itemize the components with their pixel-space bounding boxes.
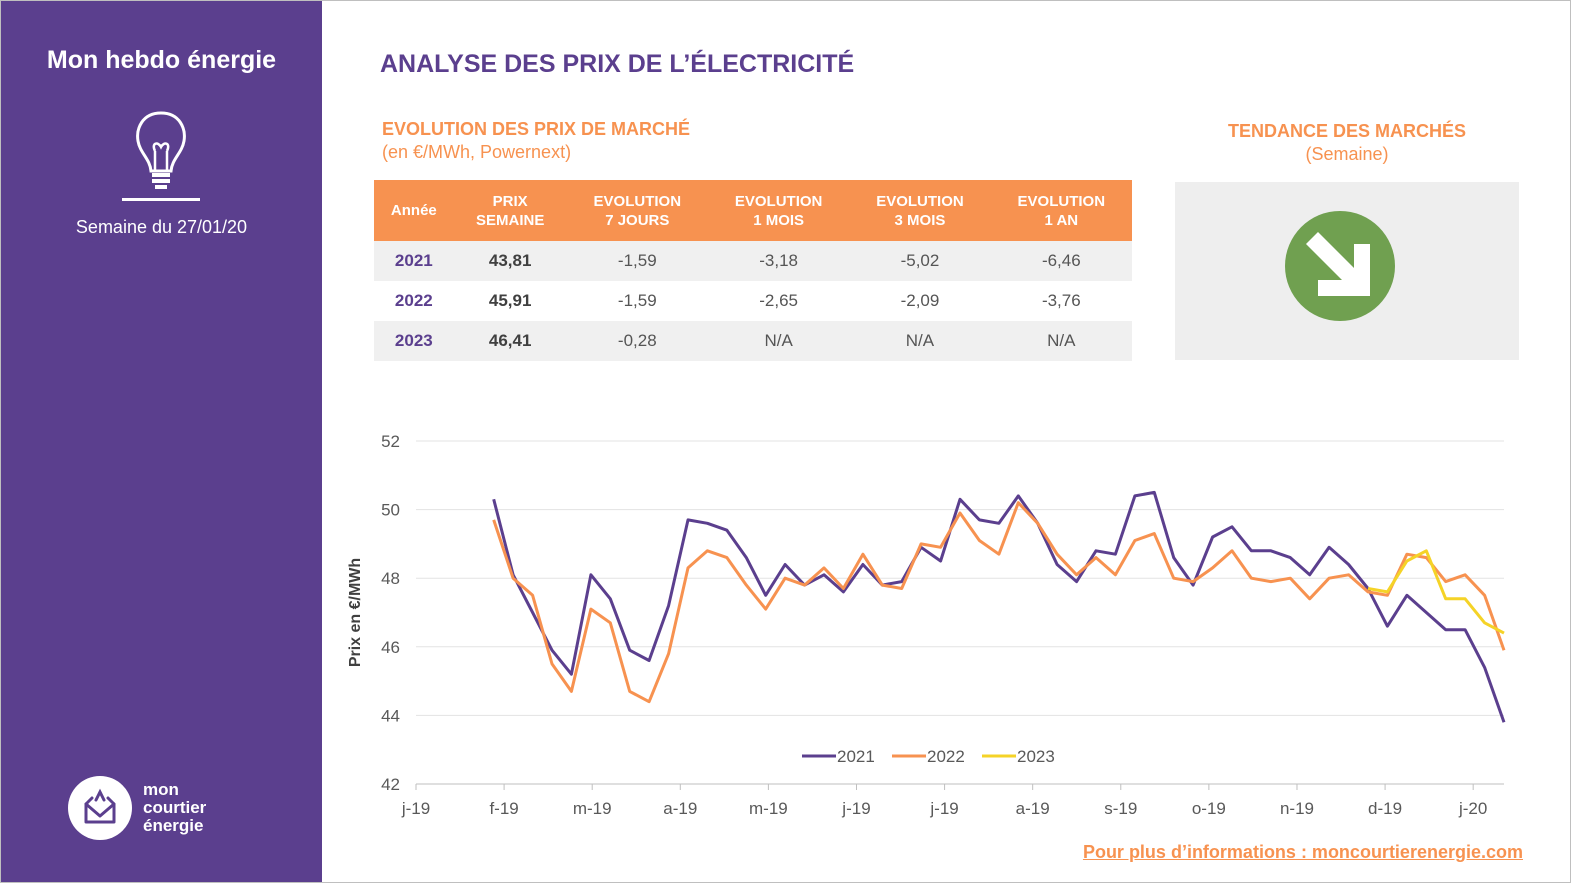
x-tick-label: a-19	[1016, 799, 1050, 818]
cell-evol-1m: -2,65	[759, 291, 798, 310]
trend-note: (Semaine)	[1305, 144, 1389, 164]
logo-text: mon courtier énergie	[143, 781, 206, 835]
x-tick-label: j-19	[929, 799, 958, 818]
cell-evol-7d: -0,28	[566, 321, 708, 361]
cell-evol-3m: -5,02	[849, 241, 991, 281]
y-tick-label: 50	[381, 501, 400, 520]
header-text: EVOLUTION	[876, 192, 964, 210]
series-line-2022	[492, 501, 1506, 704]
price-chart: 42 44 46 48 50 52 j-19 f-19 m-19 a-19 m-19 j-19 j-19…	[347, 432, 1506, 818]
x-tick-label: s-19	[1104, 799, 1137, 818]
header-1y: EVOLUTION 1 AN	[990, 180, 1132, 241]
week-label: Semaine du 27/01/20	[75, 217, 248, 237]
x-tick-label: m-19	[573, 799, 612, 818]
footer-link[interactable]: Pour plus d’informations : moncourtieren…	[1082, 842, 1523, 862]
x-tick-label: j-19	[841, 799, 870, 818]
arrow-down-right-icon	[1285, 211, 1395, 321]
x-tick-label: f-19	[489, 799, 518, 818]
series-line-2023	[1367, 549, 1505, 635]
y-tick-label: 46	[381, 638, 400, 657]
x-tick-label: m-19	[749, 799, 788, 818]
envelope-icon	[84, 788, 116, 824]
page-title: ANALYSE DES PRIX DE L’ÉLECTRICITÉ	[380, 50, 855, 78]
cell-evol-3m: N/A	[849, 321, 991, 361]
cell-evol-1y: N/A	[990, 321, 1132, 361]
legend-label: 2021	[837, 747, 875, 766]
sidebar-title: Mon hebdo énergie	[46, 46, 277, 74]
header-text: Année	[390, 202, 437, 219]
table-row: 2022 45,91 -1,59 -2,65 -2,09 -3,76	[374, 281, 1132, 321]
cell-evol-7d: -1,59	[566, 241, 708, 281]
header-price: PRIX SEMAINE	[453, 180, 567, 241]
cell-year: 2023	[374, 321, 454, 361]
cell-price: 45,91	[488, 291, 532, 310]
x-tick-label: d-19	[1368, 799, 1402, 818]
legend-label: 2023	[1017, 747, 1055, 766]
series-line-2021	[492, 490, 1506, 723]
market-note: (en €/MWh, Powernext)	[382, 142, 572, 162]
header-text: 7 JOURS	[605, 211, 670, 229]
x-tick-label: j-20	[1458, 799, 1487, 818]
logo-line: courtier	[143, 798, 207, 817]
cell-year: 2022	[394, 291, 433, 310]
x-tick-label: j-19	[401, 799, 430, 818]
logo-mark	[68, 776, 132, 840]
header-text: 1 AN	[1044, 211, 1079, 229]
logo-line: mon	[143, 780, 179, 799]
cell-evol-1y: -6,46	[990, 241, 1132, 281]
header-year: Année	[374, 180, 454, 241]
cell-evol-1m: -3,18	[707, 241, 850, 281]
y-axis-label: Prix en €/MWh	[347, 558, 364, 667]
header-text: EVOLUTION	[734, 192, 823, 210]
cell-year: 2021	[374, 241, 454, 281]
price-table: Année PRIX SEMAINE EVOLUTION 7 JOURS EVOLU…	[374, 180, 1132, 361]
cell-evol-3m: -2,09	[900, 291, 940, 310]
cell-evol-1m: N/A	[707, 321, 850, 361]
header-3m: EVOLUTION 3 MOIS	[849, 180, 991, 241]
table-row: 2021 43,81 -1,59 -3,18 -5,02 -6,46	[374, 241, 1132, 281]
cell-evol-1y: -3,76	[1041, 291, 1081, 310]
header-text: SEMAINE	[475, 211, 545, 229]
y-tick-label: 48	[381, 569, 400, 588]
trend-title: TENDANCE DES MARCHÉS	[1227, 121, 1467, 141]
legend-label: 2022	[927, 747, 965, 766]
sidebar: Mon hebdo énergie Semaine du 27/01/20 mo…	[1, 1, 322, 882]
table-header-row: Année PRIX SEMAINE EVOLUTION 7 JOURS EVOLU…	[374, 180, 1132, 241]
cell-price: 46,41	[453, 321, 567, 361]
trend-arrow	[1306, 232, 1370, 296]
header-text: PRIX	[492, 192, 528, 210]
header-text: 3 MOIS	[894, 211, 946, 229]
y-tick-label: 42	[381, 775, 400, 794]
trend-box	[1175, 182, 1519, 360]
cell-price: 43,81	[453, 241, 567, 281]
market-title: EVOLUTION DES PRIX DE MARCHÉ	[382, 119, 691, 139]
x-tick-label: n-19	[1280, 799, 1314, 818]
header-7d: EVOLUTION 7 JOURS	[566, 180, 708, 241]
header-text: 1 MOIS	[753, 211, 805, 229]
y-tick-label: 44	[381, 706, 400, 725]
logo-line: énergie	[143, 816, 204, 835]
header-1m: EVOLUTION 1 MOIS	[707, 180, 850, 241]
cell-evol-7d: -1,59	[617, 291, 657, 310]
x-tick-label: a-19	[663, 799, 697, 818]
header-text: EVOLUTION	[593, 192, 682, 210]
header-text: EVOLUTION	[1017, 192, 1106, 210]
table-row: 2023 46,41 -0,28 N/A N/A N/A	[374, 321, 1132, 361]
lightbulb-icon	[122, 111, 200, 201]
y-tick-label: 52	[381, 432, 400, 451]
x-tick-label: o-19	[1192, 799, 1226, 818]
